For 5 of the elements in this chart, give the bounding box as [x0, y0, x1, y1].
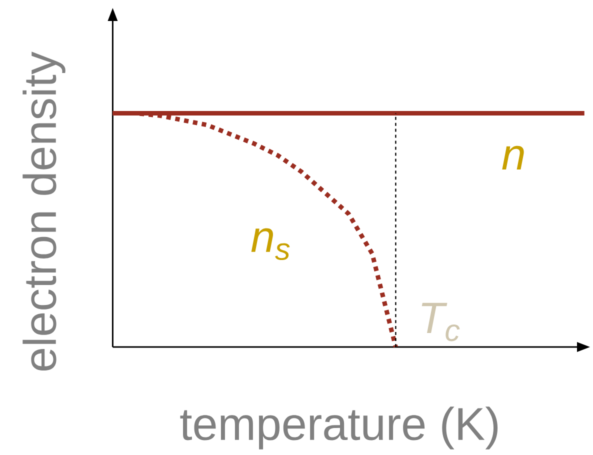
annotation: n — [502, 146, 524, 170]
annotation: n$_{s}$ — [251, 228, 290, 260]
x-axis-title: temperature (K) — [180, 406, 498, 450]
y-axis-title: electron density — [22, 52, 66, 371]
text: T$_{c}$ — [422, 302, 460, 342]
